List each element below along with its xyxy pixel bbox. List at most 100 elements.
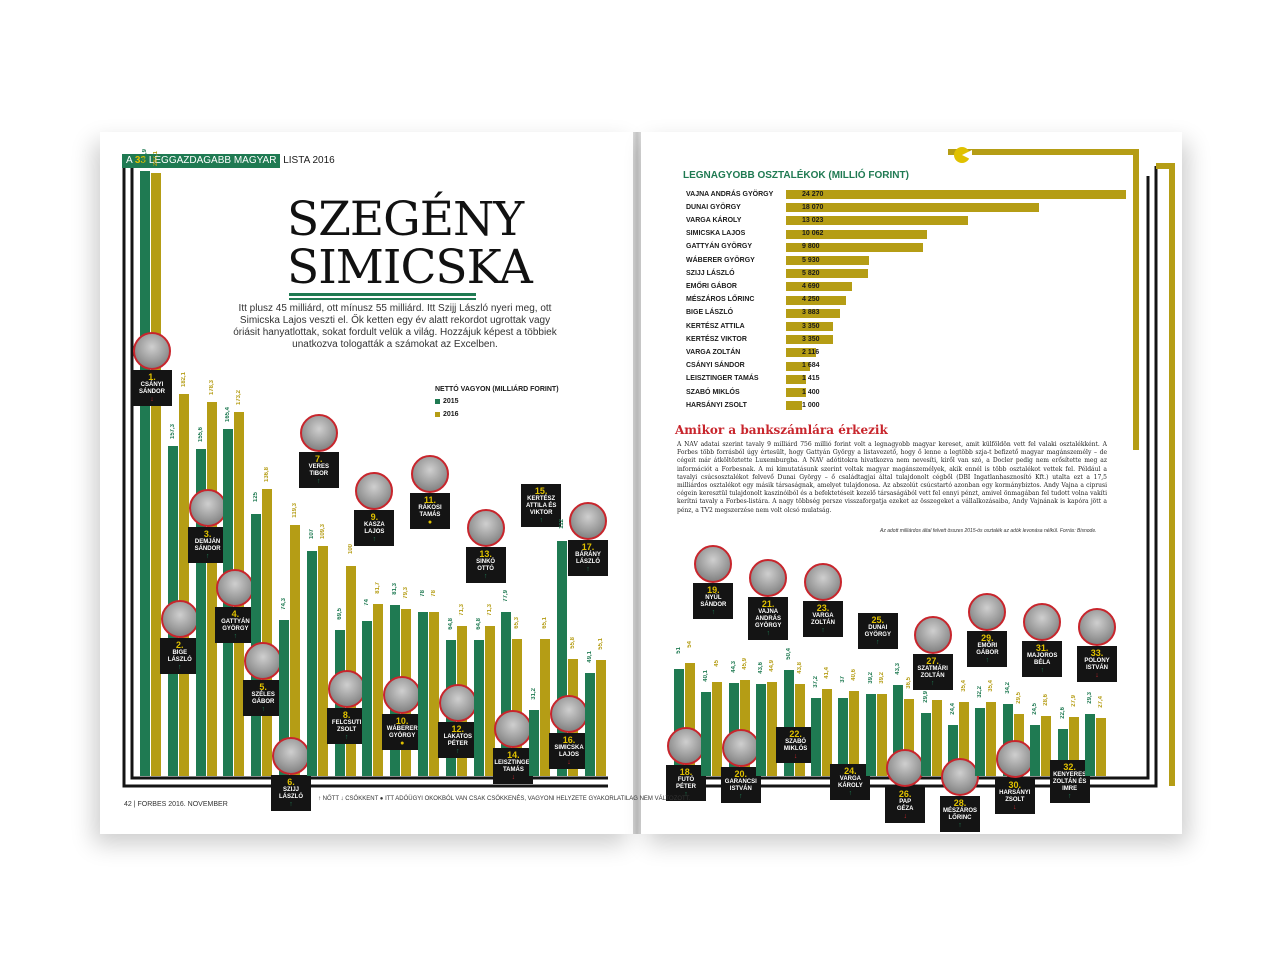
person-name-box: 32. KENYERES ZOLTÁN ÉS IMRE ↑ [1049, 760, 1090, 803]
article-source: Az adott milliárdos által felvett összes… [880, 528, 1097, 534]
value-label-2015: 43,3 [895, 663, 902, 675]
person-portrait [667, 727, 705, 765]
person-name-line: LAJOS [558, 752, 579, 758]
person-name-box: 5. SZÉLES GÁBOR ↑ [243, 680, 284, 716]
bar-2015 [701, 691, 712, 776]
person-name-line: GYÖRGY [222, 626, 249, 632]
person-name-box: 10. WÁBERER GYÖRGY ● [382, 714, 423, 750]
dividend-value: 3 350 [802, 322, 820, 330]
bar-2016 [178, 393, 189, 776]
person-portrait [968, 593, 1007, 631]
rank-number: 19. [707, 585, 720, 595]
value-label-2016: 287,1 [153, 151, 159, 167]
person-name-line: GARANCSI [724, 779, 757, 785]
rank-number: 16. [562, 735, 576, 745]
rank-number: 17. [581, 542, 595, 552]
kicker-band: A 33 LEGGAZDAGABB MAGYAR [122, 154, 281, 168]
rank-number: 27. [926, 656, 939, 666]
person-name-line: ZOLTÁN [920, 673, 945, 679]
person-name-line: VIKTOR [529, 510, 553, 516]
legend-swatch-2016 [435, 411, 440, 417]
dividend-bar [786, 282, 852, 292]
person-portrait [941, 758, 979, 796]
person-name-box: 19. NYÚL SÁNDOR ↑ [693, 583, 734, 619]
person-portrait [411, 455, 449, 493]
change-indicator: ↓ [511, 774, 516, 781]
value-label-2015: 64,8 [475, 617, 482, 630]
dividend-value: 1 000 [802, 401, 820, 409]
person-portrait [913, 616, 952, 654]
person-name-box: 22. SZABÓ MIKLÓS ↓ [775, 727, 816, 763]
person-name-box: 8. FELCSUTI ZSOLT ↑ [326, 708, 367, 744]
person-name-line: TAMÁS [502, 767, 524, 773]
person-name-line: PÉTER [675, 784, 696, 790]
person-portrait [133, 332, 171, 370]
person-name-line: LAKATOS [443, 734, 473, 740]
bar-2015 [473, 639, 484, 776]
change-indicator: ↓ [903, 813, 907, 820]
dividend-person-name: CSÁNYI SÁNDOR [686, 362, 745, 370]
bar-2016 [712, 681, 723, 776]
dividend-bar [786, 401, 802, 411]
title-line-2: SIMICSKA [287, 240, 533, 295]
person-name-line: SZATMÁRI [917, 666, 948, 672]
bar-2016 [822, 689, 832, 776]
person-name-line: VERES [308, 464, 329, 470]
value-label-2016: 43,8 [796, 662, 803, 674]
value-label-2015: 43,6 [758, 662, 765, 675]
bar-2015 [783, 670, 794, 776]
value-label-2016: 78 [431, 590, 437, 597]
dividend-value: 1 400 [802, 388, 820, 396]
rank-number: 32. [1063, 762, 1076, 772]
person-portrait [299, 414, 338, 452]
value-label-2015: 49,1 [586, 650, 593, 663]
value-label-2015: 157,3 [169, 423, 176, 439]
person-name-line: ZOLTÁN [811, 620, 835, 626]
kicker-number: 33 [134, 155, 147, 166]
change-indicator: ↑ [233, 633, 238, 640]
person-name-line: HARSÁNYI [999, 790, 1031, 796]
title-line-1: SZEGÉNY [287, 192, 524, 247]
value-label-2016: 44,9 [769, 659, 776, 672]
person-portrait [1078, 608, 1116, 646]
value-label-2015: 287,9 [142, 149, 148, 165]
dividend-value: 2 116 [802, 348, 820, 356]
person-name-box: 17. BÁRÁNY LÁSZLÓ ↑ [568, 540, 608, 576]
rank-number: 8. [342, 710, 351, 720]
value-label-2015: 24,4 [950, 702, 956, 715]
bar-2016 [317, 546, 328, 776]
person-name-line: FELCSUTI [331, 720, 362, 726]
person-name-line: BÁRÁNY [575, 552, 601, 558]
bar-2016 [986, 701, 997, 776]
dividend-person-name: SZIJJ LÁSZLÓ [686, 269, 735, 277]
value-label-2015: 40,1 [703, 669, 710, 682]
bar-2015 [279, 619, 289, 776]
change-indicator: ↑ [456, 748, 460, 755]
person-name-box: 7. VERES TIBOR ↑ [298, 452, 339, 488]
person-portrait [721, 729, 760, 767]
value-label-2016: 35,4 [961, 679, 967, 692]
person-name-box: 21. VAJNA ANDRÁS GYÖRGY ↑ [748, 597, 789, 640]
dividend-bar [786, 190, 1126, 199]
person-name-line: GATTYÁN [221, 619, 250, 625]
change-indicator: ↑ [684, 791, 688, 798]
bar-2016 [904, 699, 915, 776]
person-name-box: 16. SIMICSKA LAJOS ↓ [549, 733, 589, 769]
value-label-2016: 55,8 [570, 636, 576, 649]
person-name-line: FUTÓ [677, 777, 695, 783]
value-label-2015: 37 [840, 676, 847, 683]
person-name-line: BIGE [172, 650, 188, 656]
value-label-2016: 65,1 [542, 617, 549, 629]
bar-2015 [756, 684, 767, 776]
rank-number: 7. [315, 454, 323, 464]
bar-2015 [418, 612, 428, 776]
person-name-box: 11. RÁKOSI TAMÁS ● [410, 493, 450, 529]
person-name-line: MIKLÓS [783, 746, 808, 752]
person-portrait [272, 737, 310, 775]
person-name-line: ANDRÁS [755, 616, 782, 622]
bar-2015 [674, 668, 684, 776]
change-indicator: ↑ [985, 657, 990, 664]
person-name-box: 29. EMŐRI GÁBOR ↑ [967, 631, 1008, 667]
rank-number: 9. [370, 512, 379, 522]
bar-2016 [151, 173, 161, 776]
